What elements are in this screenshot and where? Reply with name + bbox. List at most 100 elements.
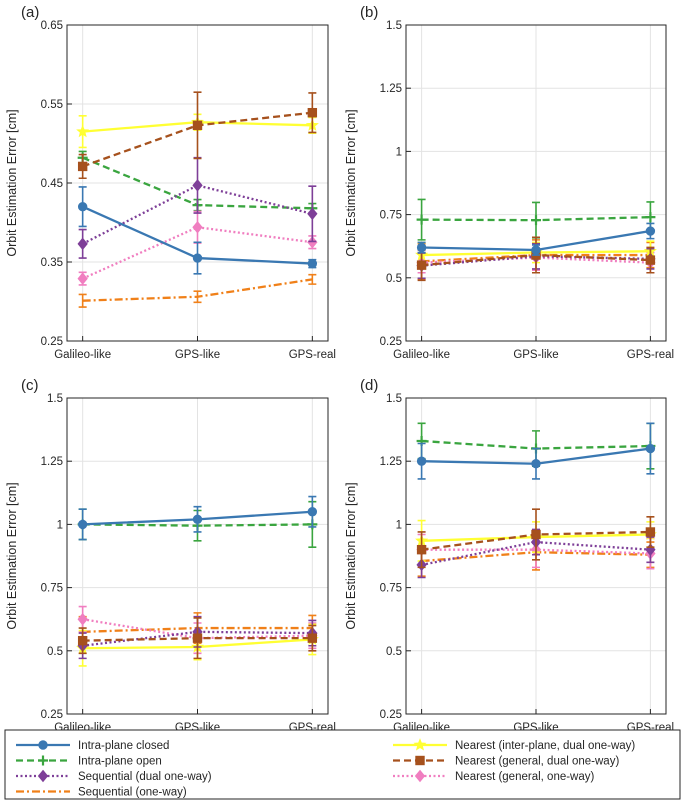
data-point bbox=[77, 612, 88, 626]
data-point bbox=[645, 212, 656, 223]
y-tick-label: 1.5 bbox=[386, 20, 402, 32]
data-point bbox=[77, 635, 88, 646]
legend-marker bbox=[38, 755, 48, 766]
y-tick-label: 0.5 bbox=[386, 646, 402, 658]
y-tick-label: 0.65 bbox=[41, 20, 63, 32]
data-point bbox=[77, 202, 88, 212]
data-point bbox=[531, 215, 541, 226]
y-tick-label: 0.5 bbox=[386, 273, 402, 285]
series-line bbox=[82, 226, 313, 280]
y-tick-label: 0.55 bbox=[41, 99, 63, 111]
y-tick-label: 0.75 bbox=[41, 583, 63, 595]
series-nearest-general-dual-one-way bbox=[416, 508, 656, 569]
data-point bbox=[416, 242, 427, 253]
series-nearest-general-dual-one-way bbox=[77, 91, 318, 180]
panel-label: (c) bbox=[21, 377, 39, 394]
legend-marker bbox=[38, 740, 48, 750]
data-point bbox=[531, 245, 541, 255]
y-tick-label: 1.25 bbox=[380, 456, 402, 468]
data-point bbox=[76, 124, 90, 138]
data-point bbox=[192, 120, 203, 131]
series-line bbox=[421, 256, 651, 264]
y-tick-label: 1 bbox=[396, 519, 402, 531]
series-intra-plane-closed bbox=[77, 186, 318, 275]
data-point bbox=[307, 107, 318, 118]
y-tick-label: 0.75 bbox=[380, 583, 402, 595]
y-tick-label: 0.75 bbox=[380, 210, 402, 222]
chart-panel-b: 0.25 0.5 0.75 1 1.25 1.5 Galileo-like GPS-like G… bbox=[344, 4, 674, 361]
series-intra-plane-open bbox=[416, 198, 656, 241]
data-point bbox=[416, 544, 427, 555]
legend-marker bbox=[413, 738, 427, 751]
data-point bbox=[645, 255, 656, 265]
data-point bbox=[77, 237, 88, 251]
data-point bbox=[192, 633, 203, 643]
data-point bbox=[416, 260, 427, 270]
x-tick-label: GPS-like bbox=[175, 349, 220, 361]
legend-label: Nearest (inter-plane, dual one-way) bbox=[455, 740, 635, 752]
legend-marker bbox=[415, 755, 425, 766]
y-axis-label: Orbit Estimation Error [cm] bbox=[5, 109, 19, 256]
data-point bbox=[645, 443, 656, 454]
legend-entry: Sequential (one-way) bbox=[16, 787, 187, 799]
legend-marker bbox=[37, 769, 49, 783]
data-point bbox=[192, 253, 203, 263]
legend-label: Sequential (dual one-way) bbox=[78, 771, 212, 783]
y-tick-label: 0.35 bbox=[41, 257, 63, 269]
legend-entry: Nearest (general, one-way) bbox=[393, 769, 595, 783]
y-tick-label: 1.5 bbox=[386, 393, 402, 405]
axes-box bbox=[66, 24, 329, 342]
data-point bbox=[645, 226, 656, 236]
data-point bbox=[416, 214, 427, 225]
y-tick-label: 0.45 bbox=[41, 178, 63, 190]
legend-label: Nearest (general, dual one-way) bbox=[455, 756, 619, 768]
y-tick-label: 1.25 bbox=[41, 456, 63, 468]
data-point bbox=[192, 514, 203, 525]
data-point bbox=[307, 207, 318, 221]
y-tick-label: 1.25 bbox=[380, 83, 402, 95]
y-tick-label: 1.5 bbox=[47, 393, 63, 405]
panel-label: (b) bbox=[360, 4, 378, 21]
legend-label: Intra-plane open bbox=[78, 756, 162, 768]
legend-entry: Sequential (dual one-way) bbox=[16, 769, 212, 783]
axes-box bbox=[405, 24, 667, 342]
y-axis-label: Orbit Estimation Error [cm] bbox=[5, 482, 19, 629]
axes-box bbox=[66, 397, 329, 715]
legend-label: Sequential (one-way) bbox=[78, 787, 187, 799]
series-line bbox=[82, 278, 313, 302]
data-point bbox=[77, 272, 88, 285]
axes-box bbox=[405, 397, 667, 715]
data-point bbox=[645, 527, 656, 537]
legend-box bbox=[4, 729, 681, 800]
data-point bbox=[307, 507, 318, 517]
series-sequential-one-way bbox=[78, 273, 317, 308]
x-tick-label: Galileo-like bbox=[54, 349, 111, 361]
panel-label: (d) bbox=[360, 377, 378, 394]
data-point bbox=[531, 529, 541, 540]
legend-entry: Nearest (inter-plane, dual one-way) bbox=[393, 738, 635, 752]
y-tick-label: 0.25 bbox=[41, 336, 63, 348]
data-point bbox=[531, 459, 541, 469]
y-tick-label: 0.25 bbox=[41, 709, 63, 721]
legend: Intra-plane closed Intra-plane open Sequen… bbox=[4, 729, 681, 800]
legend-entry: Intra-plane open bbox=[16, 755, 162, 768]
series-intra-plane-closed bbox=[77, 495, 318, 541]
series-line bbox=[82, 184, 313, 245]
y-axis-label: Orbit Estimation Error [cm] bbox=[344, 109, 358, 256]
series-nearest-general-dual-one-way bbox=[77, 617, 318, 660]
legend-label: Nearest (general, one-way) bbox=[455, 771, 595, 783]
data-point bbox=[77, 519, 88, 530]
chart-panel-a: 0.25 0.35 0.45 0.55 0.65 Galileo-like GPS-like… bbox=[5, 4, 336, 361]
y-tick-label: 0.25 bbox=[380, 336, 402, 348]
data-point bbox=[307, 258, 318, 269]
series-sequential-dual-one-way bbox=[77, 156, 318, 259]
y-axis-label: Orbit Estimation Error [cm] bbox=[344, 482, 358, 629]
x-tick-label: GPS-real bbox=[627, 349, 674, 361]
x-tick-label: GPS-like bbox=[513, 349, 558, 361]
data-point bbox=[192, 179, 203, 192]
data-point bbox=[77, 161, 88, 172]
y-tick-label: 0.25 bbox=[380, 709, 402, 721]
